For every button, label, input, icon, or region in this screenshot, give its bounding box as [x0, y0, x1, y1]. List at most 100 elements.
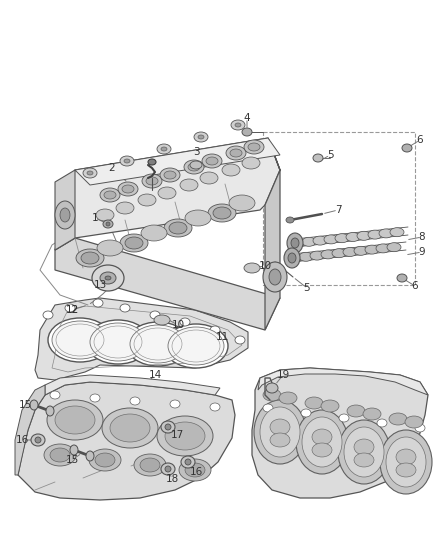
- Ellipse shape: [332, 249, 346, 257]
- Polygon shape: [55, 238, 280, 330]
- Text: 14: 14: [148, 370, 162, 380]
- Ellipse shape: [190, 161, 202, 169]
- Ellipse shape: [154, 315, 170, 325]
- Ellipse shape: [90, 323, 146, 361]
- Ellipse shape: [244, 263, 260, 273]
- Ellipse shape: [312, 429, 332, 445]
- Ellipse shape: [387, 243, 401, 252]
- Ellipse shape: [368, 230, 382, 239]
- Ellipse shape: [105, 276, 111, 280]
- Ellipse shape: [185, 459, 191, 465]
- Text: 16: 16: [15, 435, 28, 445]
- Ellipse shape: [130, 325, 186, 363]
- Ellipse shape: [141, 225, 167, 241]
- Ellipse shape: [157, 144, 171, 154]
- Ellipse shape: [161, 147, 167, 151]
- Text: 5: 5: [327, 150, 333, 160]
- Ellipse shape: [142, 174, 162, 188]
- Text: 5: 5: [304, 283, 310, 293]
- Text: 4: 4: [244, 113, 250, 123]
- Ellipse shape: [70, 445, 78, 455]
- Ellipse shape: [130, 397, 140, 405]
- Ellipse shape: [347, 405, 365, 417]
- Ellipse shape: [299, 252, 313, 261]
- Ellipse shape: [125, 237, 143, 249]
- Ellipse shape: [321, 400, 339, 412]
- Ellipse shape: [405, 416, 423, 428]
- Ellipse shape: [165, 466, 171, 472]
- Ellipse shape: [266, 383, 278, 393]
- Ellipse shape: [43, 311, 53, 319]
- Ellipse shape: [291, 238, 305, 247]
- Ellipse shape: [339, 414, 349, 422]
- Ellipse shape: [397, 274, 407, 282]
- Ellipse shape: [48, 318, 112, 362]
- Ellipse shape: [365, 245, 379, 254]
- Ellipse shape: [100, 272, 116, 284]
- Polygon shape: [252, 368, 428, 498]
- Ellipse shape: [338, 420, 390, 484]
- Ellipse shape: [164, 219, 192, 237]
- Text: 16: 16: [189, 467, 203, 477]
- Ellipse shape: [50, 391, 60, 399]
- Ellipse shape: [310, 251, 324, 260]
- Ellipse shape: [116, 202, 134, 214]
- Ellipse shape: [269, 269, 281, 285]
- Ellipse shape: [242, 128, 252, 136]
- Ellipse shape: [138, 194, 156, 206]
- Text: 9: 9: [419, 247, 425, 257]
- Ellipse shape: [263, 262, 287, 292]
- Ellipse shape: [248, 143, 260, 151]
- Ellipse shape: [380, 430, 432, 494]
- Ellipse shape: [55, 201, 75, 229]
- Ellipse shape: [270, 433, 290, 447]
- Ellipse shape: [44, 444, 76, 466]
- Ellipse shape: [160, 168, 180, 182]
- Ellipse shape: [208, 204, 236, 222]
- Ellipse shape: [396, 463, 416, 477]
- Ellipse shape: [235, 336, 245, 344]
- Ellipse shape: [161, 463, 175, 475]
- Ellipse shape: [335, 233, 349, 243]
- Ellipse shape: [140, 458, 160, 472]
- Ellipse shape: [288, 253, 296, 263]
- Text: 12: 12: [65, 305, 79, 315]
- Polygon shape: [18, 382, 235, 500]
- Ellipse shape: [346, 232, 360, 241]
- Ellipse shape: [50, 448, 70, 462]
- Ellipse shape: [270, 419, 290, 435]
- Ellipse shape: [222, 164, 240, 176]
- Text: 15: 15: [65, 455, 79, 465]
- Ellipse shape: [55, 406, 95, 434]
- Ellipse shape: [354, 439, 374, 455]
- Text: 2: 2: [109, 163, 115, 173]
- Text: 11: 11: [215, 332, 229, 342]
- Polygon shape: [15, 385, 45, 475]
- Ellipse shape: [296, 410, 348, 474]
- Ellipse shape: [210, 326, 220, 334]
- Ellipse shape: [198, 135, 204, 139]
- Ellipse shape: [260, 407, 300, 457]
- Ellipse shape: [230, 149, 242, 157]
- Ellipse shape: [65, 304, 75, 312]
- Ellipse shape: [164, 324, 228, 368]
- Ellipse shape: [377, 419, 387, 427]
- Ellipse shape: [30, 400, 38, 410]
- Ellipse shape: [202, 154, 222, 168]
- Polygon shape: [55, 138, 280, 250]
- Ellipse shape: [302, 237, 316, 246]
- Text: 15: 15: [18, 400, 32, 410]
- Ellipse shape: [95, 453, 115, 467]
- Ellipse shape: [180, 318, 190, 326]
- Ellipse shape: [124, 159, 130, 163]
- Ellipse shape: [279, 392, 297, 404]
- Ellipse shape: [150, 311, 160, 319]
- Ellipse shape: [165, 424, 171, 430]
- Text: 19: 19: [276, 370, 290, 380]
- Text: 17: 17: [170, 430, 184, 440]
- Ellipse shape: [229, 195, 255, 211]
- Text: 6: 6: [417, 135, 423, 145]
- Text: 10: 10: [171, 320, 184, 330]
- Ellipse shape: [386, 437, 426, 487]
- Text: 1: 1: [92, 213, 98, 223]
